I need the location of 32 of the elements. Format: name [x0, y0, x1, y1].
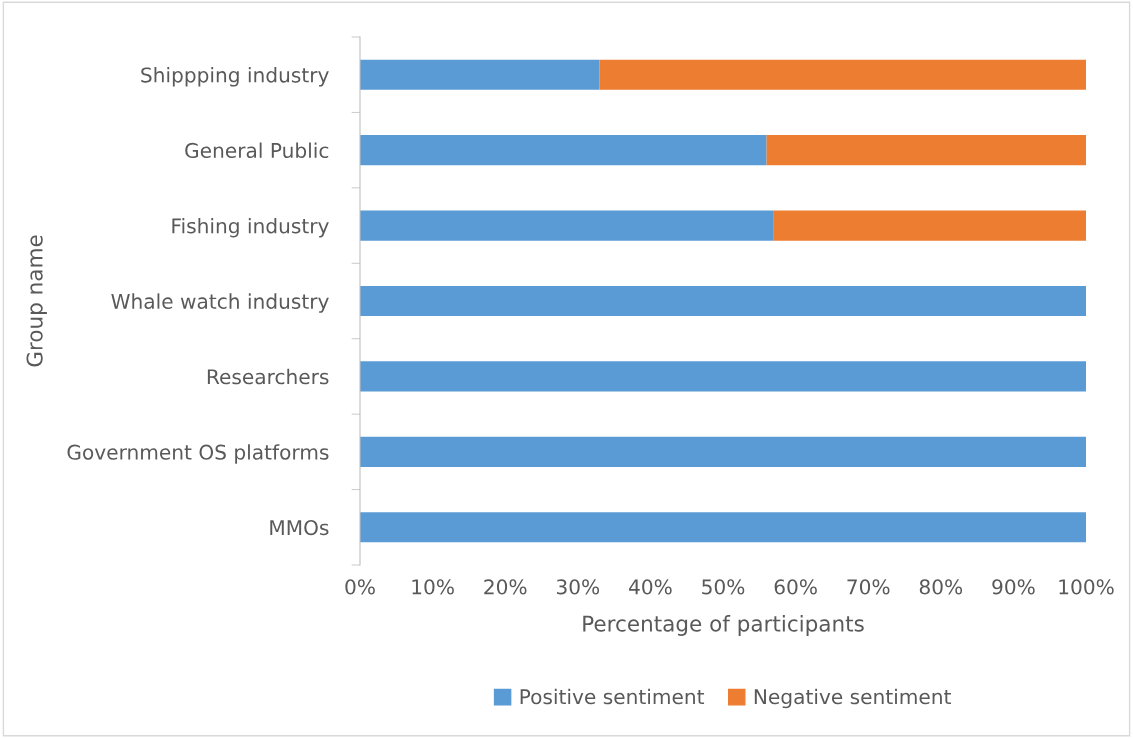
legend-label: Negative sentiment	[754, 688, 951, 709]
x-tick-label: 90%	[992, 579, 1035, 595]
y-tick-label: Shippping industry	[141, 67, 329, 87]
x-tick-label: 60%	[774, 579, 817, 595]
x-tick-label: 30%	[556, 579, 600, 595]
x-axis-title: Percentage of participants	[583, 615, 864, 636]
y-tick-label: General Public	[185, 142, 329, 159]
bar	[360, 512, 1086, 543]
y-axis-title: Group name	[26, 235, 47, 367]
bar	[360, 210, 774, 241]
bar	[766, 135, 1086, 166]
x-tick-label: 100%	[1059, 579, 1114, 595]
x-tick-label: 70%	[847, 579, 890, 595]
y-tick-label: Government OS platforms	[67, 444, 329, 464]
x-tick-label: 20%	[484, 579, 527, 595]
x-tick-label: 80%	[919, 579, 963, 595]
bar	[360, 361, 1086, 392]
bar	[360, 285, 1086, 317]
x-tick-label: 40%	[629, 579, 672, 595]
bar	[360, 59, 600, 90]
x-tick-label: 50%	[702, 579, 745, 595]
bar	[360, 135, 767, 166]
bar	[360, 436, 1086, 467]
y-tick-label: Fishing industry	[172, 217, 329, 238]
x-tick-label: 10%	[412, 579, 454, 595]
x-tick-label: 0%	[345, 579, 375, 595]
y-tick-label: Researchers	[207, 368, 329, 385]
legend-label: Positive sentiment	[520, 688, 705, 705]
bar	[599, 59, 1086, 90]
bar	[773, 210, 1086, 241]
y-tick-label: Whale watch industry	[111, 293, 329, 313]
y-tick-label: MMOs	[270, 519, 329, 536]
